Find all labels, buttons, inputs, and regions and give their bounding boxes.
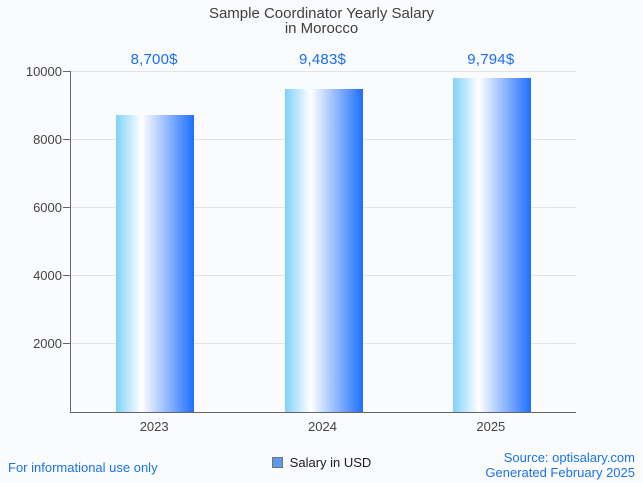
chart-title: Sample Coordinator Yearly Salary in Moro… <box>0 6 643 36</box>
x-axis-label-2024: 2024 <box>308 419 337 434</box>
y-axis-tick-2000 <box>63 343 70 345</box>
bar-2024[interactable] <box>284 88 363 412</box>
legend-swatch-icon <box>271 457 283 468</box>
legend-label: Salary in USD <box>289 455 372 470</box>
bar-2023[interactable] <box>116 115 195 412</box>
value-label-2023: 8,700$ <box>130 51 178 68</box>
value-label-2024: 9,483$ <box>298 51 347 68</box>
y-axis-tick-6000 <box>63 206 70 208</box>
source-text: Source: optisalary.com <box>503 450 635 465</box>
chart-title-line2: in Morocco <box>284 20 359 37</box>
x-axis-label-2025: 2025 <box>476 419 506 434</box>
plot-area <box>70 70 576 413</box>
bar-2025[interactable] <box>452 78 531 412</box>
gridline-10000 <box>71 70 576 72</box>
value-label-2025: 9,794$ <box>467 51 515 68</box>
source-block: Source: optisalary.com Generated Februar… <box>485 450 635 480</box>
y-axis-tick-10000 <box>63 70 70 72</box>
y-axis-label-8000: 8000 <box>33 131 62 147</box>
legend: Salary in USD <box>0 455 643 470</box>
y-axis-label-4000: 4000 <box>33 268 62 284</box>
y-axis-label-6000: 6000 <box>33 199 62 215</box>
y-axis-label-2000: 2000 <box>33 336 62 352</box>
x-axis-label-2023: 2023 <box>139 419 169 434</box>
disclaimer-text: For informational use only <box>8 460 158 475</box>
generated-text: Generated February 2025 <box>485 465 635 480</box>
chart-title-line1: Sample Coordinator Yearly Salary <box>208 5 435 22</box>
y-axis-tick-8000 <box>63 138 70 140</box>
y-axis-label-10000: 10000 <box>25 63 62 79</box>
y-axis-tick-4000 <box>63 275 70 277</box>
